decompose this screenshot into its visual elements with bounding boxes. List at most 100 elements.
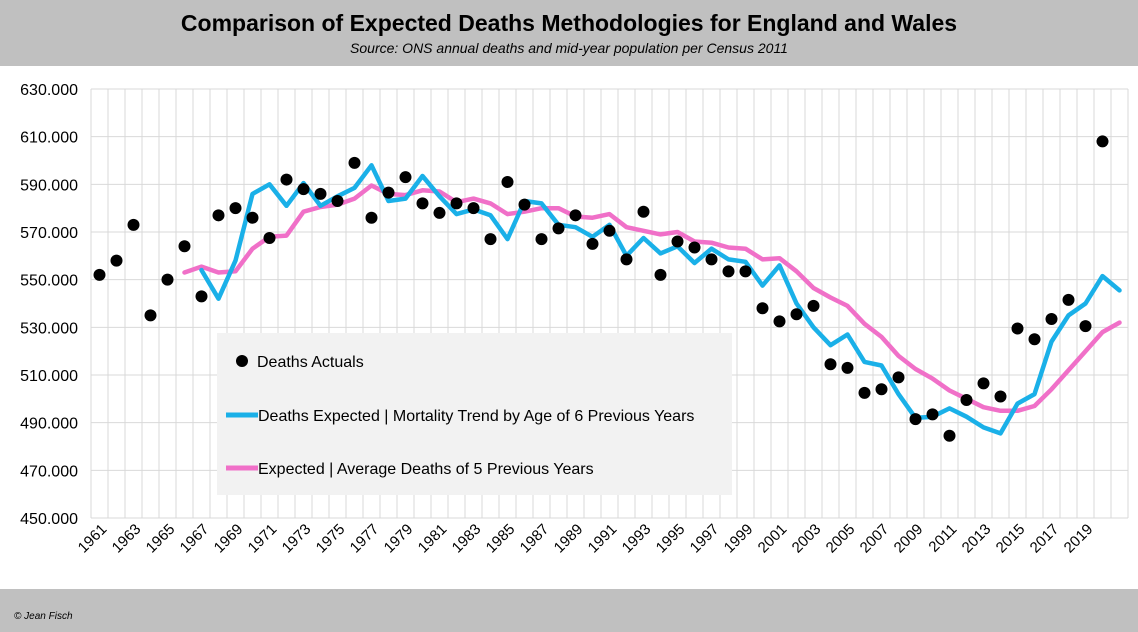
data-point-actual — [314, 187, 327, 200]
y-tick-label: 570.000 — [20, 225, 78, 242]
y-tick-label: 450.000 — [20, 511, 78, 528]
series-trend-polyline — [199, 163, 1122, 436]
data-point-actual — [586, 237, 599, 250]
x-tick-label: 2017 — [1027, 521, 1063, 557]
x-tick-label: 1971 — [245, 521, 281, 557]
data-point-actual — [93, 268, 106, 281]
data-point-actual — [246, 211, 259, 224]
data-point-actual — [1062, 293, 1075, 306]
data-point-actual — [824, 358, 837, 371]
x-tick-label: 1983 — [449, 521, 485, 557]
data-point-actual — [518, 198, 531, 211]
data-point-actual — [926, 408, 939, 421]
data-point-actual — [603, 224, 616, 237]
data-point-actual — [688, 241, 701, 254]
y-tick-label: 610.000 — [20, 130, 78, 147]
data-point-actual — [705, 253, 718, 266]
x-tick-label: 1969 — [211, 521, 247, 557]
y-tick-label: 470.000 — [20, 463, 78, 480]
data-point-actual — [144, 309, 157, 322]
data-point-actual — [960, 394, 973, 407]
y-tick-label: 550.000 — [20, 273, 78, 290]
data-point-actual — [467, 202, 480, 215]
credit-text: © Jean Fisch — [14, 611, 73, 622]
y-tick-label: 590.000 — [20, 177, 78, 194]
data-point-actual — [773, 315, 786, 328]
x-tick-label: 1985 — [483, 521, 519, 557]
y-tick-label: 530.000 — [20, 320, 78, 337]
legend-label-actuals: Deaths Actuals — [257, 354, 364, 371]
data-point-actual — [195, 290, 208, 303]
data-point-actual — [1028, 333, 1041, 346]
data-point-actual — [943, 429, 956, 442]
data-point-actual — [501, 175, 514, 188]
data-point-actual — [858, 386, 871, 399]
data-point-actual — [365, 211, 378, 224]
data-point-actual — [229, 202, 242, 215]
x-tick-label: 1999 — [721, 521, 757, 557]
series-trend-line — [199, 163, 1122, 436]
data-point-actual — [756, 302, 769, 315]
y-axis-ticks: 450.000 470.000 490.000 510.000 530.000 550.0… — [20, 82, 78, 528]
data-point-actual — [382, 186, 395, 199]
x-tick-label: 2009 — [891, 521, 927, 557]
legend-box — [217, 333, 732, 495]
data-point-actual — [263, 231, 276, 244]
legend: Deaths Actuals Deaths Expected | Mortali… — [217, 333, 732, 495]
x-tick-label: 1977 — [347, 521, 383, 557]
data-point-actual — [331, 195, 344, 208]
x-tick-label: 2015 — [993, 521, 1029, 557]
data-point-actual — [892, 371, 905, 384]
x-tick-label: 1967 — [177, 521, 213, 557]
data-point-actual — [977, 377, 990, 390]
x-axis-ticks: 1961196319651967196919711973197519771979… — [75, 521, 1097, 557]
x-tick-label: 2011 — [925, 521, 960, 556]
data-point-actual — [433, 206, 446, 219]
data-point-actual — [807, 299, 820, 312]
y-tick-label: 630.000 — [20, 82, 78, 99]
data-point-actual — [552, 222, 565, 235]
data-point-actual — [671, 235, 684, 248]
data-point-actual — [178, 240, 191, 253]
data-point-actual — [722, 265, 735, 278]
data-point-actual — [450, 197, 463, 210]
data-point-actual — [535, 233, 548, 246]
data-point-actual — [994, 390, 1007, 403]
data-point-actual — [348, 156, 361, 169]
x-tick-label: 1991 — [585, 521, 621, 557]
legend-label-trend: Deaths Expected | Mortality Trend by Age… — [258, 408, 694, 425]
x-tick-label: 2001 — [755, 521, 791, 557]
data-point-actual — [875, 383, 888, 396]
x-tick-label: 1979 — [381, 521, 417, 557]
x-tick-label: 2005 — [823, 521, 859, 557]
x-tick-label: 1981 — [415, 521, 451, 557]
y-tick-label: 510.000 — [20, 368, 78, 385]
data-point-actual — [841, 361, 854, 374]
data-point-actual — [1096, 135, 1109, 148]
x-tick-label: 1961 — [75, 521, 111, 557]
data-point-actual — [110, 254, 123, 267]
data-point-actual — [161, 273, 174, 286]
legend-label-average: Expected | Average Deaths of 5 Previous … — [258, 461, 594, 478]
data-point-actual — [654, 268, 667, 281]
data-point-actual — [1079, 320, 1092, 333]
x-tick-label: 1987 — [517, 521, 553, 557]
x-tick-label: 1975 — [313, 521, 349, 557]
data-point-actual — [790, 308, 803, 321]
chart-footer: © Jean Fisch — [0, 589, 1138, 632]
chart-header: Comparison of Expected Deaths Methodolog… — [0, 0, 1138, 66]
x-tick-label: 2013 — [959, 521, 995, 557]
data-point-actual — [297, 183, 310, 196]
x-tick-label: 2007 — [857, 521, 893, 557]
data-point-actual — [739, 265, 752, 278]
data-point-actual — [399, 171, 412, 184]
x-tick-label: 1993 — [619, 521, 655, 557]
chart-plot: 450.000 470.000 490.000 510.000 530.000 550.0… — [20, 82, 1129, 557]
x-tick-label: 1995 — [653, 521, 689, 557]
data-point-actual — [127, 218, 140, 231]
chart-subtitle: Source: ONS annual deaths and mid-year p… — [350, 40, 788, 56]
data-point-actual — [909, 413, 922, 426]
data-point-actual — [212, 209, 225, 222]
x-tick-label: 1965 — [143, 521, 179, 557]
series-actuals-points — [93, 135, 1109, 442]
